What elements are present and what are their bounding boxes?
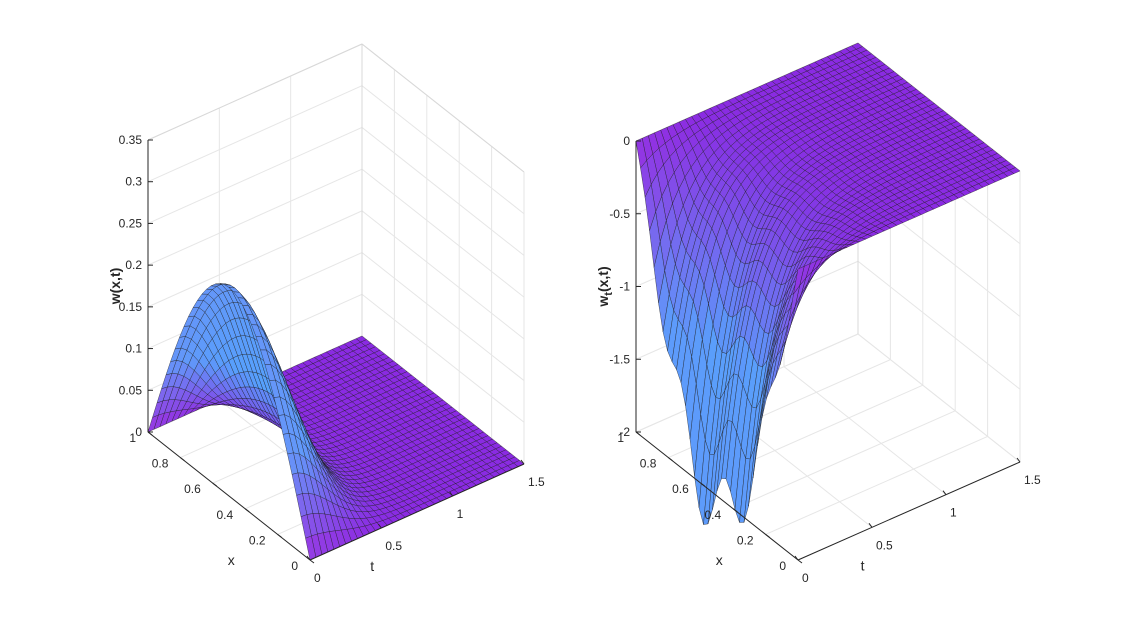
t-tick	[377, 523, 382, 529]
x-tick-label: 1	[129, 431, 136, 445]
t-axis	[309, 463, 525, 561]
x-tick	[277, 534, 282, 538]
z-tick-label: 0	[135, 425, 142, 439]
x-tick	[765, 534, 770, 538]
x-tick	[700, 482, 706, 487]
x-tick-label: 0.2	[249, 533, 266, 547]
t-tick-label: 0.5	[385, 539, 402, 553]
x-tick-label: 0	[779, 559, 786, 573]
z-tick-label: -1.5	[609, 352, 630, 366]
t-tick	[868, 523, 873, 528]
t-axis-label: t	[370, 558, 374, 574]
x-tick-label: 0.4	[217, 508, 234, 522]
z-tick-label: -0.5	[609, 207, 630, 221]
x-tick-label: 0.8	[640, 457, 657, 471]
x-tick-label: 0.8	[152, 457, 169, 471]
x-tick-label: 0.6	[184, 482, 201, 496]
z-label-main: w	[595, 296, 611, 308]
grid-line-z	[147, 168, 525, 298]
x-tick	[180, 457, 185, 462]
x-tick	[212, 482, 218, 487]
x-tick-label: 0	[291, 559, 298, 573]
plot-w: 0 0.05 0.1 0.15 0.2 0.25 0.3 0.35 0 0.2 0.4 0.6 0.8 1…	[107, 43, 545, 585]
z-tick-label: 0.25	[119, 216, 143, 230]
t-tick	[520, 459, 525, 465]
t-tick-label: 0	[802, 571, 809, 585]
t-tick-label: 0	[314, 571, 321, 585]
x-tick	[797, 559, 803, 564]
x-tick	[668, 457, 673, 462]
z-label-subscript: t	[603, 292, 615, 296]
grid-line-z	[147, 85, 525, 215]
x-tick-label: 0.2	[737, 533, 754, 547]
t-tick	[306, 555, 311, 561]
z-axis-label: w(x,t)	[107, 268, 123, 306]
grid-line-z	[147, 43, 525, 173]
t-axis	[797, 461, 1021, 561]
z-tick-label: -1	[619, 280, 630, 294]
x-tick	[309, 559, 315, 564]
x-axis	[147, 431, 311, 561]
t-tick-label: 1.5	[1024, 473, 1041, 487]
t-tick-label: 0.5	[876, 538, 893, 552]
t-tick-label: 1	[457, 507, 464, 521]
z-tick-label: 0.05	[119, 383, 143, 397]
z-tick-label: 0.15	[119, 300, 143, 314]
x-tick-label: 0.6	[672, 482, 689, 496]
surface	[147, 283, 525, 561]
box-edge	[147, 43, 363, 141]
t-tick	[1016, 457, 1021, 463]
x-axis-label: x	[716, 552, 723, 568]
grid-line-z	[147, 126, 525, 256]
t-tick	[794, 555, 799, 561]
z-tick-label: 0.35	[119, 133, 143, 147]
t-tick	[942, 490, 947, 495]
z-axis-label: wt(x,t)	[595, 266, 615, 307]
x-axis-label: x	[228, 552, 235, 568]
z-label-args: (x,t)	[595, 266, 611, 292]
x-axis	[635, 431, 799, 561]
z-tick-label: 0.2	[125, 258, 142, 272]
t-axis-label: t	[861, 558, 865, 574]
x-tick-label: 0.4	[705, 508, 722, 522]
z-tick-label: 0.1	[125, 342, 142, 356]
x-tick	[732, 508, 738, 513]
box-edge	[361, 43, 525, 173]
x-tick	[635, 431, 641, 436]
z-tick-label: -2	[619, 425, 630, 439]
x-tick	[244, 508, 250, 513]
z-tick-label: 0.3	[125, 175, 142, 189]
surface-patch	[793, 266, 805, 295]
t-tick-label: 1	[950, 506, 957, 520]
z-tick-label: 0	[623, 134, 630, 148]
x-tick	[147, 431, 153, 436]
t-tick-label: 1.5	[528, 475, 545, 489]
t-tick	[449, 491, 454, 497]
x-tick-label: 1	[617, 431, 624, 445]
surface	[635, 42, 1021, 525]
